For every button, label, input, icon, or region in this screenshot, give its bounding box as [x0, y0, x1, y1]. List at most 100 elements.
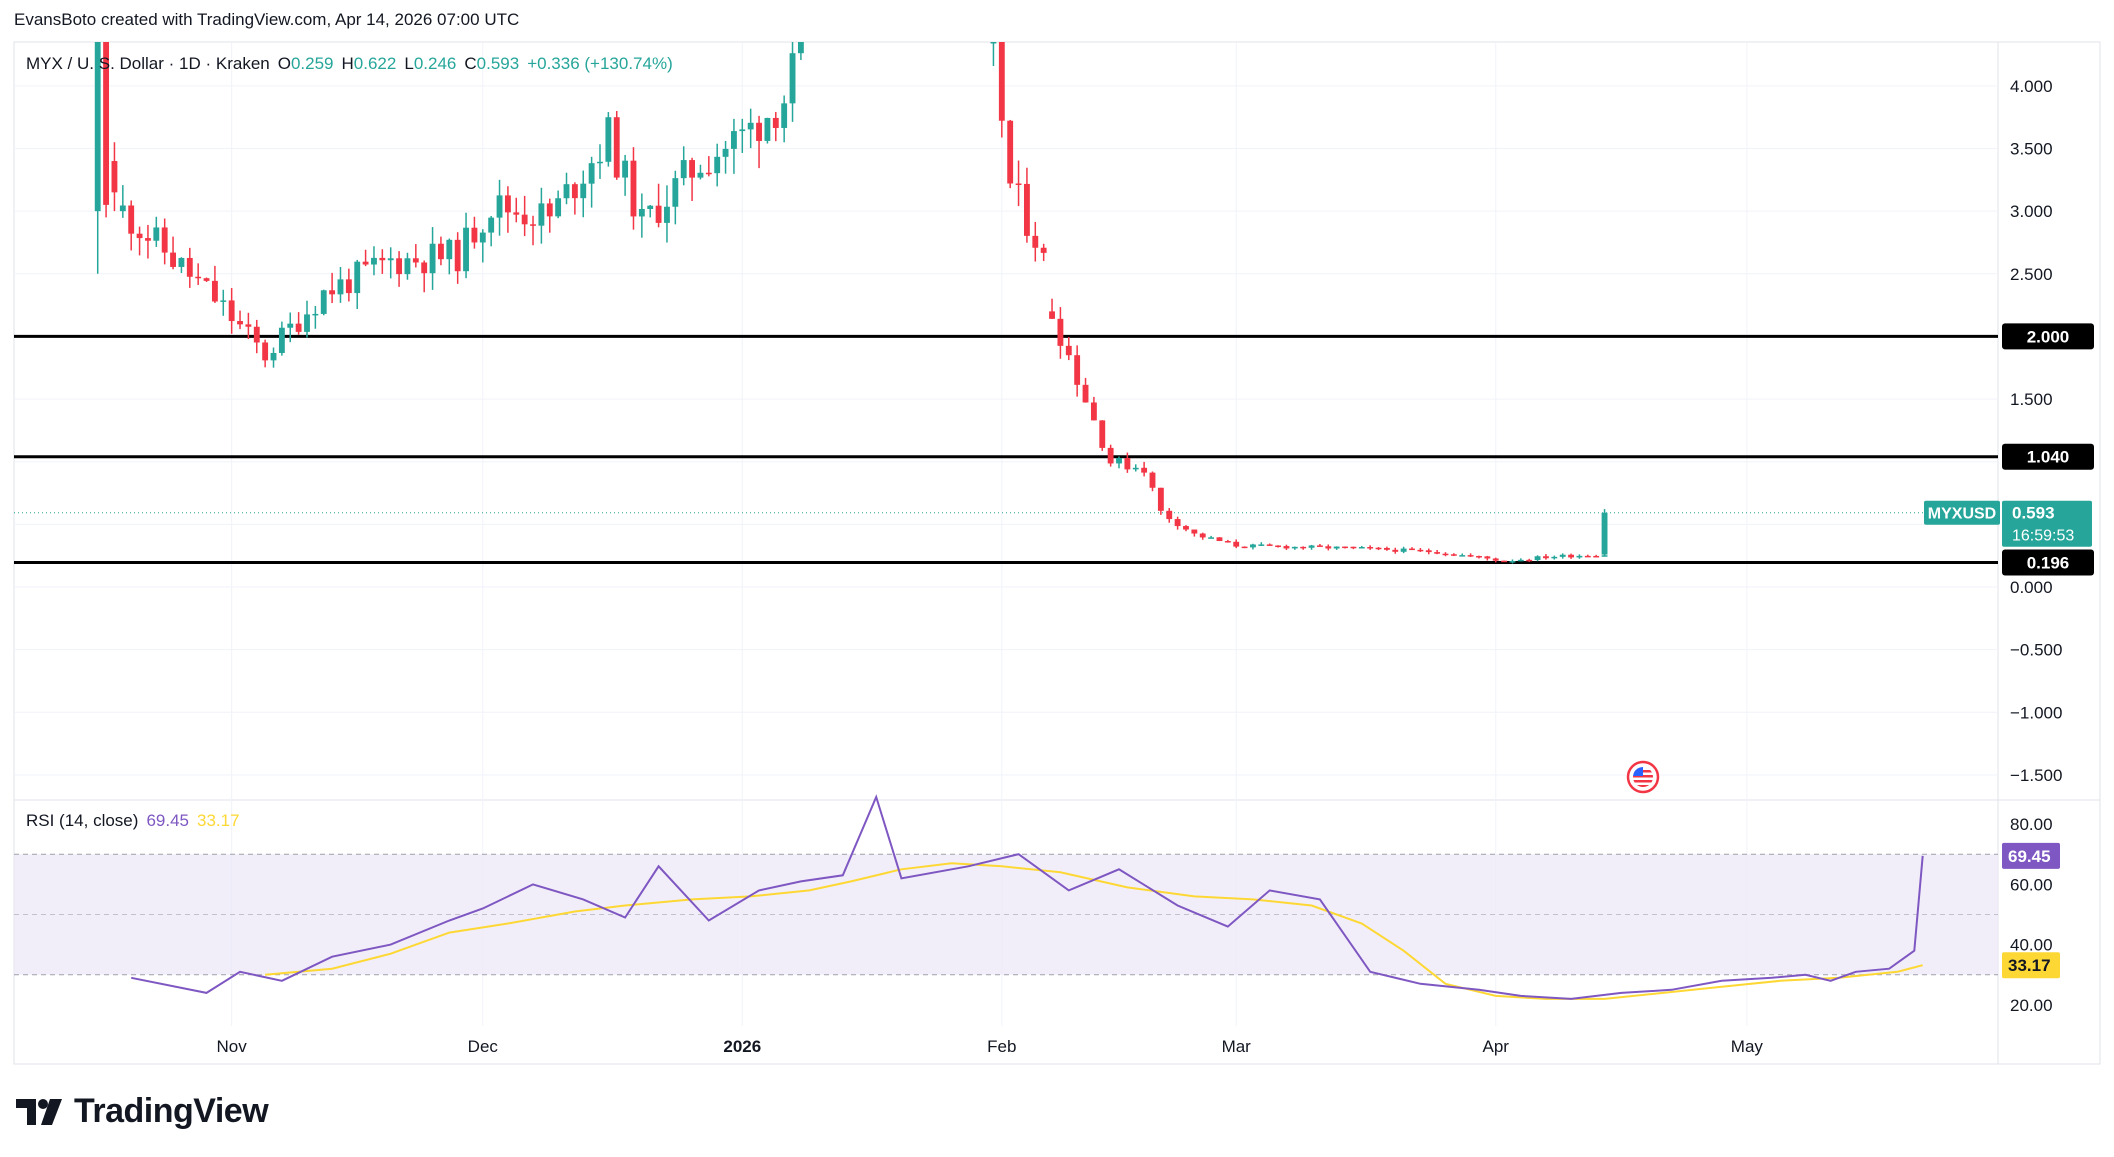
tradingview-logo[interactable]: TradingView: [16, 1092, 269, 1131]
candle-body: [638, 208, 645, 217]
candle-body: [1325, 546, 1332, 549]
tradingview-wordmark: TradingView: [74, 1092, 269, 1130]
chart-credit: EvansBoto created with TradingView.com, …: [14, 10, 520, 29]
candle-body: [990, 42, 997, 44]
price-tick-label: −1.500: [2010, 766, 2062, 785]
candle-body: [1392, 549, 1399, 552]
candle-body: [412, 258, 419, 263]
countdown-label: 16:59:53: [2012, 528, 2074, 545]
time-tick-label: Nov: [217, 1037, 248, 1056]
rsi-tick-label: 80.00: [2010, 815, 2053, 834]
price-tick-label: 1.500: [2010, 390, 2053, 409]
candle-body: [1409, 548, 1415, 551]
candle-body: [1258, 544, 1265, 546]
candle-body: [1250, 544, 1256, 548]
candle-body: [1216, 537, 1223, 542]
rsi-tick-label: 20.00: [2010, 996, 2053, 1015]
candle-body: [320, 290, 327, 314]
candle-body: [161, 227, 168, 253]
candle-body: [170, 252, 176, 267]
price-badges: 2.000 1.040 0.196 MYXUSD 0.593 16:59:53 69.45 3…: [1924, 323, 2094, 979]
price-tick-label: 3.000: [2010, 202, 2053, 221]
candle-body: [1501, 560, 1508, 563]
candle-body: [697, 172, 704, 178]
time-tick-label: May: [1731, 1037, 1764, 1056]
price-tick-label: 0.000: [2010, 578, 2053, 597]
candle-body: [404, 258, 411, 275]
candle-body: [211, 280, 218, 302]
candle-body: [446, 239, 453, 260]
candle-body: [1199, 533, 1206, 538]
price-tick-label: 2.500: [2010, 265, 2053, 284]
candle-body: [1057, 318, 1064, 346]
candle-body: [396, 258, 403, 275]
candle-body: [1300, 546, 1307, 549]
candle-body: [722, 148, 729, 157]
rsi-tick-label: 40.00: [2010, 936, 2053, 955]
candle-body: [1023, 183, 1030, 236]
candle-body: [1107, 447, 1114, 464]
candle-body: [471, 227, 478, 243]
candle-body: [287, 323, 294, 328]
legend-symbol: MYX / U. S. Dollar · 1D · Kraken O0.259 H0…: [26, 54, 673, 73]
rsi-legend: RSI (14, close) 69.45 33.17: [26, 811, 240, 830]
candle-body: [1032, 235, 1039, 248]
tradingview-logo-icon: [16, 1098, 62, 1125]
candle-body: [1509, 561, 1516, 563]
candle-body: [1484, 556, 1491, 559]
candle-body: [731, 131, 737, 149]
candle-body: [1425, 550, 1432, 553]
candle-body: [530, 224, 536, 226]
candle-body: [1132, 467, 1139, 470]
candlestick-series: [94, 42, 1608, 564]
candle-body: [270, 352, 277, 361]
candle-body: [664, 206, 670, 223]
candle-body: [186, 257, 193, 277]
candle-body: [1233, 541, 1240, 547]
candle-body: [1191, 529, 1198, 534]
candle-body: [1400, 548, 1407, 552]
candle-body: [488, 217, 495, 233]
last-price-label: 0.593: [2012, 504, 2055, 523]
candle-body: [454, 239, 461, 272]
candle-body: [789, 53, 796, 104]
candle-body: [1141, 467, 1148, 473]
flag-icon[interactable]: [1626, 760, 1660, 794]
candle-body: [362, 261, 369, 265]
candle-body: [1157, 487, 1164, 511]
last-price-badge: [2002, 500, 2092, 547]
candle-body: [622, 160, 629, 178]
candle-body: [714, 156, 721, 174]
candle-body: [1291, 546, 1298, 549]
candle-body: [119, 205, 126, 212]
rsi-line: [131, 794, 1924, 1000]
candle-body: [1124, 457, 1131, 470]
candle-body: [1049, 311, 1055, 319]
support-resistance-levels: [14, 334, 1998, 564]
candle-body: [312, 313, 319, 316]
candle-body: [1116, 457, 1122, 464]
candle-body: [278, 327, 285, 353]
candle-body: [304, 314, 310, 332]
candle-body: [1593, 555, 1600, 558]
level-badge-label: 0.196: [2027, 553, 2070, 572]
candle-body: [228, 300, 235, 322]
candle-body: [479, 232, 486, 243]
candle-body: [1333, 546, 1340, 549]
candle-body: [1308, 545, 1315, 548]
candle-body: [998, 42, 1005, 121]
candle-body: [496, 195, 503, 218]
candle-body: [1275, 545, 1281, 548]
time-tick-label: 2026: [723, 1037, 761, 1056]
candle-body: [1065, 345, 1072, 356]
candle-body: [1492, 558, 1499, 561]
candle-body: [605, 117, 612, 162]
candle-body: [1208, 537, 1215, 539]
candle-body: [220, 300, 227, 302]
candle-body: [1450, 554, 1457, 556]
candle-body: [1517, 559, 1524, 562]
candle-body: [1584, 555, 1591, 558]
candle-body: [1467, 555, 1474, 557]
ticker-badge-label: MYXUSD: [1928, 506, 1996, 523]
